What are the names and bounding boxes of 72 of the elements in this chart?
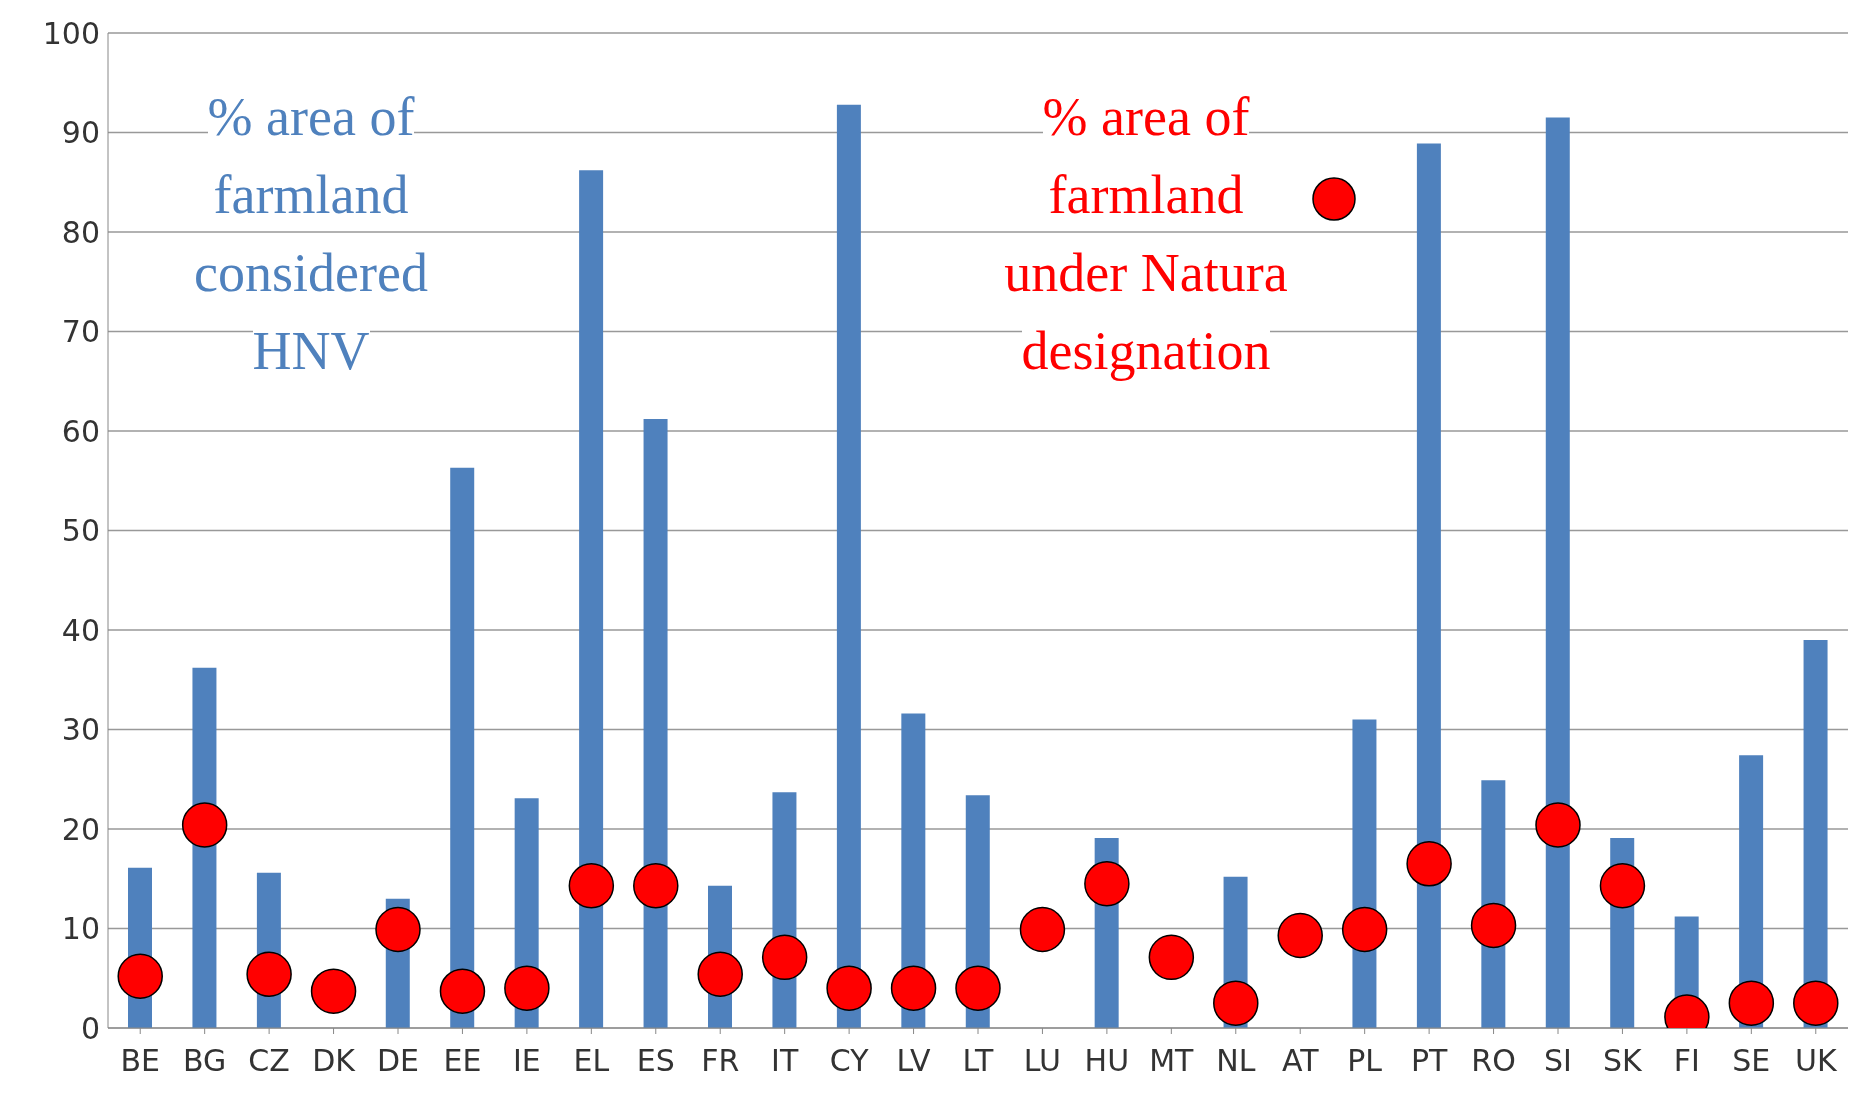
point bbox=[568, 862, 615, 909]
x-tick-label: EE bbox=[443, 1043, 482, 1079]
point bbox=[955, 965, 1001, 1011]
point bbox=[761, 934, 808, 981]
y-tick-label: 30 bbox=[61, 712, 100, 748]
x-tick-label: IE bbox=[512, 1043, 541, 1079]
bar bbox=[1545, 117, 1570, 1028]
point bbox=[1341, 906, 1388, 953]
y-tick-label: 70 bbox=[61, 314, 100, 350]
y-tick-label: 60 bbox=[61, 413, 100, 449]
y-tick-label: 90 bbox=[61, 115, 100, 151]
x-tick-label: SK bbox=[1603, 1043, 1644, 1079]
y-tick-label: 50 bbox=[61, 513, 100, 549]
x-tick-label: EL bbox=[573, 1043, 610, 1079]
legend-label: % area of farmland under Natura designation bbox=[1004, 87, 1288, 381]
x-tick-label: PL bbox=[1347, 1043, 1383, 1079]
point bbox=[1084, 860, 1130, 907]
series-label: % area of farmland considered HNV bbox=[194, 87, 428, 381]
x-tick-label: LV bbox=[896, 1043, 931, 1079]
point bbox=[1535, 802, 1581, 848]
x-tick-label: FI bbox=[1673, 1043, 1700, 1079]
x-tick-label: BE bbox=[120, 1043, 160, 1079]
y-tick-label: 10 bbox=[61, 911, 100, 947]
x-tick-label: IT bbox=[771, 1043, 799, 1079]
x-tick-label: DE bbox=[376, 1043, 420, 1079]
bar bbox=[579, 170, 604, 1028]
y-tick-label: 20 bbox=[61, 811, 100, 847]
bar bbox=[643, 419, 668, 1028]
x-tick-label: DK bbox=[312, 1043, 357, 1079]
x-tick-label: PT bbox=[1410, 1043, 1448, 1079]
bar bbox=[450, 467, 475, 1028]
point bbox=[310, 968, 357, 1014]
point bbox=[439, 968, 486, 1014]
bar bbox=[836, 104, 861, 1028]
point bbox=[1599, 862, 1646, 909]
x-tick-label: UK bbox=[1794, 1043, 1838, 1079]
x-tick-label: RO bbox=[1471, 1043, 1516, 1079]
x-tick-label: LU bbox=[1023, 1043, 1062, 1079]
x-tick-label: LT bbox=[962, 1043, 995, 1079]
x-tick-label: AT bbox=[1281, 1043, 1320, 1079]
point bbox=[633, 862, 679, 909]
y-tick-label: 0 bbox=[80, 1010, 100, 1046]
point bbox=[504, 965, 550, 1011]
x-tick-label: NL bbox=[1216, 1043, 1256, 1079]
point bbox=[1148, 934, 1195, 981]
x-tick-label: BG bbox=[183, 1043, 227, 1079]
x-tick-label: SE bbox=[1732, 1043, 1771, 1079]
point bbox=[1793, 980, 1839, 1026]
point bbox=[890, 965, 937, 1011]
x-tick-label: SI bbox=[1544, 1043, 1572, 1079]
point bbox=[1470, 902, 1517, 949]
point bbox=[1406, 841, 1452, 887]
x-tick-label: CZ bbox=[248, 1043, 290, 1079]
x-tick-label: FR bbox=[701, 1043, 740, 1079]
x-tick-label: CY bbox=[829, 1043, 870, 1079]
point bbox=[1213, 980, 1259, 1026]
point bbox=[1019, 906, 1066, 953]
point bbox=[181, 802, 228, 848]
point bbox=[117, 953, 163, 1000]
y-tick-label: 80 bbox=[61, 214, 100, 250]
point bbox=[246, 951, 292, 998]
bar bbox=[1416, 143, 1441, 1028]
point bbox=[697, 951, 743, 998]
point bbox=[826, 965, 872, 1011]
y-tick-label: 100 bbox=[42, 15, 100, 51]
x-tick-label: ES bbox=[636, 1043, 675, 1079]
point bbox=[1728, 980, 1775, 1026]
point bbox=[1277, 912, 1323, 959]
y-tick-label: 40 bbox=[61, 612, 100, 648]
x-tick-label: HU bbox=[1084, 1043, 1130, 1079]
x-tick-label: MT bbox=[1149, 1043, 1195, 1079]
point bbox=[375, 906, 421, 953]
